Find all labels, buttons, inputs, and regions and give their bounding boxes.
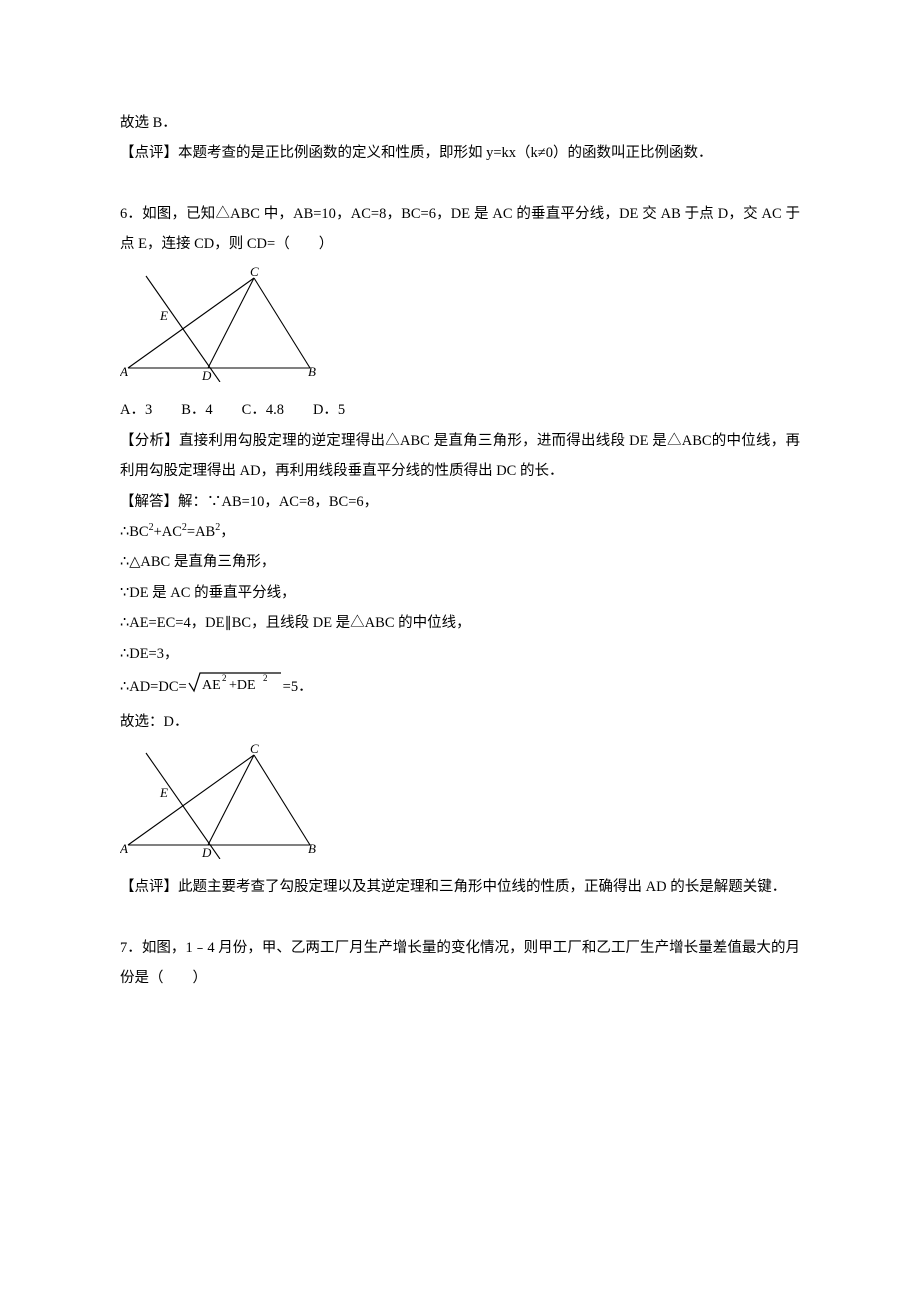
svg-text:D: D <box>201 845 212 859</box>
svg-text:E: E <box>159 308 168 323</box>
document-page: 故选 B． 【点评】本题考查的是正比例函数的定义和性质，即形如 y=kx（k≠0… <box>0 0 920 1302</box>
text-frag: ∴AD=DC= <box>120 679 187 695</box>
q6-solution-line1: 【解答】解：∵AB=10，AC=8，BC=6， <box>120 487 800 517</box>
text-frag: ∴BC <box>120 524 149 540</box>
prev-answer-choice: 故选 B． <box>120 108 800 138</box>
q6-options: A．3 B．4 C．4.8 D．5 <box>120 395 800 425</box>
svg-text:B: B <box>308 364 316 379</box>
spacer <box>120 903 800 933</box>
q6-solution-line6: ∴DE=3， <box>120 639 800 669</box>
svg-text:+DE: +DE <box>229 678 256 693</box>
triangle-diagram: A B C D E <box>120 264 320 382</box>
sqrt-expression: AE2+DE2 <box>187 669 283 706</box>
svg-text:C: C <box>250 741 259 756</box>
svg-text:A: A <box>120 364 128 379</box>
q6-solution-line4: ∵DE 是 AC 的垂直平分线， <box>120 578 800 608</box>
svg-text:AE: AE <box>202 678 221 693</box>
text-frag: =5． <box>283 679 313 695</box>
q6-stem: 6．如图，已知△ABC 中，AB=10，AC=8，BC=6，DE 是 AC 的垂… <box>120 199 800 260</box>
svg-text:D: D <box>201 368 212 382</box>
q7-stem: 7．如图，1﹣4 月份，甲、乙两工厂月生产增长量的变化情况，则甲工厂和乙工厂生产… <box>120 933 800 994</box>
svg-text:C: C <box>250 264 259 279</box>
triangle-diagram: A B C D E <box>120 741 320 859</box>
q6-analysis: 【分析】直接利用勾股定理的逆定理得出△ABC 是直角三角形，进而得出线段 DE … <box>120 426 800 487</box>
q6-solution-line7: ∴AD=DC=AE2+DE2=5． <box>120 669 800 706</box>
svg-text:A: A <box>120 841 128 856</box>
q6-solution-line5: ∴AE=EC=4，DE∥BC，且线段 DE 是△ABC 的中位线， <box>120 608 800 638</box>
text-frag: =AB <box>187 524 215 540</box>
svg-text:2: 2 <box>222 673 227 683</box>
svg-text:B: B <box>308 841 316 856</box>
q6-figure-2: A B C D E <box>120 741 800 870</box>
q6-solution-line2: ∴BC2+AC2=AB2， <box>120 517 800 547</box>
q6-solution-line3: ∴△ABC 是直角三角形， <box>120 547 800 577</box>
spacer <box>120 169 800 199</box>
text-frag: +AC <box>154 524 182 540</box>
q6-solution-line8: 故选：D． <box>120 707 800 737</box>
q6-review: 【点评】此题主要考查了勾股定理以及其逆定理和三角形中位线的性质，正确得出 AD … <box>120 872 800 902</box>
svg-text:E: E <box>159 785 168 800</box>
svg-text:2: 2 <box>263 673 268 683</box>
text-frag: ， <box>220 524 235 540</box>
prev-review: 【点评】本题考查的是正比例函数的定义和性质，即形如 y=kx（k≠0）的函数叫正… <box>120 138 800 168</box>
q6-figure-1: A B C D E <box>120 264 800 393</box>
